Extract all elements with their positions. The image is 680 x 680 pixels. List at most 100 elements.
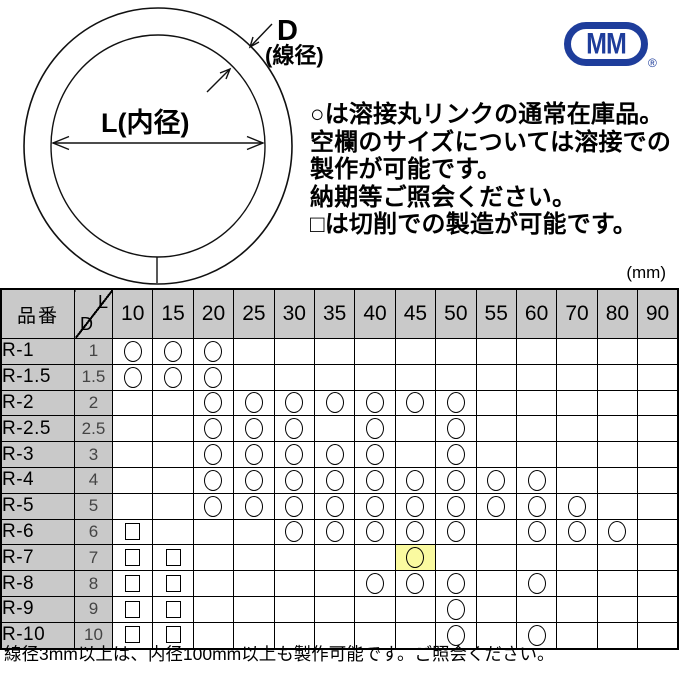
inner-ring (50, 34, 266, 258)
footer-note: 線径3mm以上は、内径100mm以上も製作可能です。ご照会ください。 (4, 644, 555, 664)
cell-R-1.5-30 (273, 363, 315, 391)
cell-R-4-20 (192, 466, 235, 494)
stock-circle-mark (446, 469, 465, 491)
cell-R-9-70 (556, 595, 598, 623)
cell-R-5-10 (111, 492, 154, 520)
stock-circle-mark (608, 521, 627, 543)
cell-R-6-15 (152, 518, 194, 546)
stock-circle-mark (366, 495, 385, 517)
ring-diagram-svg: D (線径) L(内径) (23, 7, 324, 285)
cell-R-3-55 (475, 441, 517, 468)
cell-R-9-30 (273, 595, 315, 623)
cell-R-8-45 (394, 570, 437, 597)
size-col-header-80: 80 (596, 288, 639, 339)
cell-R-8-90 (637, 570, 679, 597)
machining-square-mark (125, 523, 141, 541)
table-row-R-9: R-9 9 (0, 595, 679, 623)
cell-R-9-10 (111, 595, 154, 623)
stock-circle-mark (204, 495, 223, 517)
stock-circle-mark (285, 392, 304, 414)
cell-R-9-15 (152, 595, 194, 623)
cell-R-2-15 (152, 389, 194, 417)
size-col-header-30: 30 (273, 288, 315, 339)
cell-R-4-60 (515, 466, 558, 494)
cell-R-2.5-90 (637, 415, 679, 443)
cell-R-1-80 (596, 338, 639, 365)
mm-logo: MM ® (564, 22, 664, 72)
table-row-R-1: R-1 1 (0, 338, 679, 365)
part-number: R-8 (0, 570, 75, 597)
size-col-header-10: 10 (111, 288, 154, 339)
cell-R-1-60 (515, 338, 558, 365)
cell-R-10-40 (354, 621, 396, 650)
cell-R-3-35 (313, 441, 356, 468)
cell-R-6-25 (233, 518, 275, 546)
cell-R-1.5-10 (111, 363, 154, 391)
stock-circle-mark (406, 573, 425, 595)
cell-R-7-90 (637, 544, 679, 572)
stock-circle-mark (446, 573, 465, 595)
label-wire-diameter-sub: (線径) (265, 43, 324, 68)
table-row-R-5: R-5 5 (0, 492, 679, 520)
cell-R-4-30 (273, 466, 315, 494)
cell-R-1.5-55 (475, 363, 517, 391)
cell-R-4-55 (475, 466, 517, 494)
diag-label-l: L (97, 292, 108, 312)
cell-R-6-80 (596, 518, 639, 546)
cell-R-2.5-25 (233, 415, 275, 443)
part-number: R-10 (0, 621, 75, 650)
cell-R-5-45 (394, 492, 437, 520)
table-row-R-3: R-3 3 (0, 441, 679, 468)
part-number: R-6 (0, 518, 75, 546)
stock-circle-mark (446, 392, 465, 414)
wire-diameter-value: 6 (74, 518, 113, 546)
stock-circle-mark (366, 469, 385, 491)
stock-circle-mark (244, 495, 263, 517)
stock-circle-mark (406, 469, 425, 491)
cell-R-4-35 (313, 466, 356, 494)
cell-R-2.5-50 (435, 415, 477, 443)
cell-R-10-45 (394, 621, 437, 650)
mm-logo-oval: MM (564, 22, 648, 66)
cell-R-4-15 (152, 466, 194, 494)
size-col-header-70: 70 (556, 288, 598, 339)
part-number: R-2.5 (0, 415, 75, 443)
cell-R-1-30 (273, 338, 315, 365)
cell-R-5-20 (192, 492, 235, 520)
cell-R-6-35 (313, 518, 356, 546)
cell-R-2.5-15 (152, 415, 194, 443)
wire-diameter-value: 3 (74, 441, 113, 468)
cell-R-2.5-60 (515, 415, 558, 443)
cell-R-3-80 (596, 441, 639, 468)
cell-R-10-90 (637, 621, 679, 650)
stock-circle-mark (204, 392, 223, 414)
stock-circle-mark (406, 392, 425, 414)
table-row-R-2: R-2 2 (0, 389, 679, 417)
unit-label: (mm) (626, 263, 666, 282)
cell-R-8-50 (435, 570, 477, 597)
size-col-header-25: 25 (233, 288, 275, 339)
stock-circle-mark (244, 444, 263, 466)
cell-R-4-90 (637, 466, 679, 494)
stock-circle-mark (446, 598, 465, 620)
cell-R-4-50 (435, 466, 477, 494)
part-number: R-7 (0, 544, 75, 572)
cell-R-10-30 (273, 621, 315, 650)
table-row-R-1.5: R-1.5 1.5 (0, 363, 679, 391)
cell-R-3-90 (637, 441, 679, 468)
cell-R-2-50 (435, 389, 477, 417)
wire-diameter-value: 10 (74, 621, 113, 650)
machining-square-mark (165, 626, 181, 644)
stock-circle-mark (527, 469, 546, 491)
cell-R-4-40 (354, 466, 396, 494)
cell-R-2.5-30 (273, 415, 315, 443)
table-row-R-6: R-6 6 (0, 518, 679, 546)
cell-R-9-80 (596, 595, 639, 623)
cell-R-3-10 (111, 441, 154, 468)
cell-R-5-90 (637, 492, 679, 520)
table-row-R-4: R-4 4 (0, 466, 679, 494)
cell-R-5-15 (152, 492, 194, 520)
ld-diagonal-header: L D (74, 288, 113, 339)
size-availability-table: 品番 L D 10 15 20 25 30 35 40 45 50 55 60 70 80 90 R-1 1… (0, 288, 679, 650)
cell-R-10-80 (596, 621, 639, 650)
